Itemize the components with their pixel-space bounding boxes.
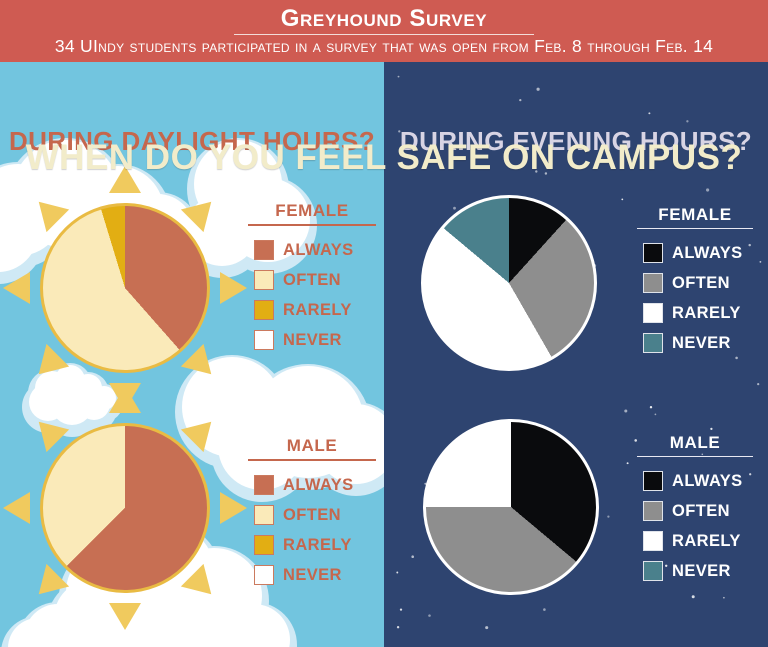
legend-swatch-rarely — [643, 303, 663, 323]
legend-item: OFTEN — [254, 270, 376, 290]
header-subtitle: 34 UIndy students participated in a surv… — [54, 36, 714, 57]
legend-item: RARELY — [643, 303, 753, 323]
sun-ray-icon — [220, 492, 247, 524]
daylight-male-pie-disc — [40, 423, 210, 593]
sun-ray-icon — [3, 272, 30, 304]
legend-label: RARELY — [283, 300, 352, 319]
legend-item: NEVER — [643, 561, 753, 581]
legend-swatch-often — [254, 270, 274, 290]
header-divider — [234, 34, 534, 36]
daylight-panel: DURING DAYLIGHT HOURS? FEMALE ALWAYS OFTEN… — [0, 62, 384, 647]
legend-swatch-always — [643, 243, 663, 263]
evening-female-pie — [421, 195, 597, 371]
legend-label: RARELY — [283, 535, 352, 554]
daylight-male-legend: MALE ALWAYS OFTEN RARELY NEVER — [248, 436, 376, 595]
legend-title-underline — [248, 224, 376, 226]
legend-item: OFTEN — [643, 273, 753, 293]
legend-title-underline — [637, 228, 753, 229]
sun-ray-icon — [3, 492, 30, 524]
legend-label: ALWAYS — [672, 243, 743, 262]
evening-panel: DURING EVENING HOURS? FEMALE ALWAYS OFTEN R… — [384, 62, 768, 647]
daylight-male-pie — [3, 386, 247, 630]
legend-item: RARELY — [254, 535, 376, 555]
daylight-female-legend: FEMALE ALWAYS OFTEN RARELY NEVER — [248, 201, 376, 360]
legend-item: RARELY — [643, 531, 753, 551]
legend-swatch-often — [254, 505, 274, 525]
legend-item: NEVER — [254, 330, 376, 350]
legend-swatch-often — [643, 501, 663, 521]
legend-label: NEVER — [283, 330, 342, 349]
legend-swatch-always — [254, 475, 274, 495]
legend-title-underline — [637, 456, 753, 457]
legend-item: ALWAYS — [254, 240, 376, 260]
header-title: Greyhound Survey — [280, 5, 488, 32]
legend-item: ALWAYS — [643, 471, 753, 491]
sun-ray-icon — [220, 272, 247, 304]
sun-ray-icon — [109, 603, 141, 630]
legend-label: NEVER — [672, 333, 731, 352]
legend-item: OFTEN — [643, 501, 753, 521]
daylight-subtitle: DURING DAYLIGHT HOURS? — [8, 126, 376, 156]
legend-swatch-never — [254, 330, 274, 350]
legend-item: NEVER — [254, 565, 376, 585]
legend-item: NEVER — [643, 333, 753, 353]
legend-swatch-never — [643, 333, 663, 353]
daylight-female-legend-title: FEMALE — [275, 201, 349, 220]
legend-label: ALWAYS — [283, 240, 354, 259]
legend-label: NEVER — [672, 561, 731, 580]
evening-female-pie-disc — [421, 195, 597, 371]
evening-male-legend: MALE ALWAYS OFTEN RARELY NEVER — [637, 433, 753, 591]
legend-label: RARELY — [672, 531, 741, 550]
legend-item: OFTEN — [254, 505, 376, 525]
legend-swatch-always — [643, 471, 663, 491]
legend-item: ALWAYS — [254, 475, 376, 495]
legend-item: ALWAYS — [643, 243, 753, 263]
sun-ray-icon — [109, 166, 141, 193]
legend-title-underline — [248, 459, 376, 461]
legend-item: RARELY — [254, 300, 376, 320]
legend-swatch-rarely — [643, 531, 663, 551]
sun-ray-icon — [109, 386, 141, 413]
legend-swatch-never — [643, 561, 663, 581]
content-area: WHEN DO YOU FEEL SAFE ON CAMPUS? DURING … — [0, 62, 768, 647]
legend-swatch-always — [254, 240, 274, 260]
evening-male-legend-title: MALE — [669, 433, 721, 452]
legend-label: OFTEN — [672, 501, 730, 520]
legend-label: OFTEN — [283, 270, 341, 289]
evening-male-pie-disc — [423, 419, 599, 595]
legend-label: ALWAYS — [283, 475, 354, 494]
daylight-female-pie-disc — [40, 203, 210, 373]
legend-swatch-often — [643, 273, 663, 293]
header-band: Greyhound Survey 34 UIndy students parti… — [0, 0, 768, 62]
daylight-male-legend-title: MALE — [286, 436, 338, 455]
legend-swatch-rarely — [254, 300, 274, 320]
evening-female-legend-title: FEMALE — [658, 205, 732, 224]
legend-swatch-rarely — [254, 535, 274, 555]
evening-male-pie — [423, 419, 599, 595]
legend-label: RARELY — [672, 303, 741, 322]
evening-subtitle: DURING EVENING HOURS? — [399, 126, 753, 156]
legend-swatch-never — [254, 565, 274, 585]
legend-label: ALWAYS — [672, 471, 743, 490]
legend-label: OFTEN — [672, 273, 730, 292]
legend-label: OFTEN — [283, 505, 341, 524]
evening-female-legend: FEMALE ALWAYS OFTEN RARELY NEVER — [637, 205, 753, 363]
daylight-female-pie — [3, 166, 247, 410]
legend-label: NEVER — [283, 565, 342, 584]
